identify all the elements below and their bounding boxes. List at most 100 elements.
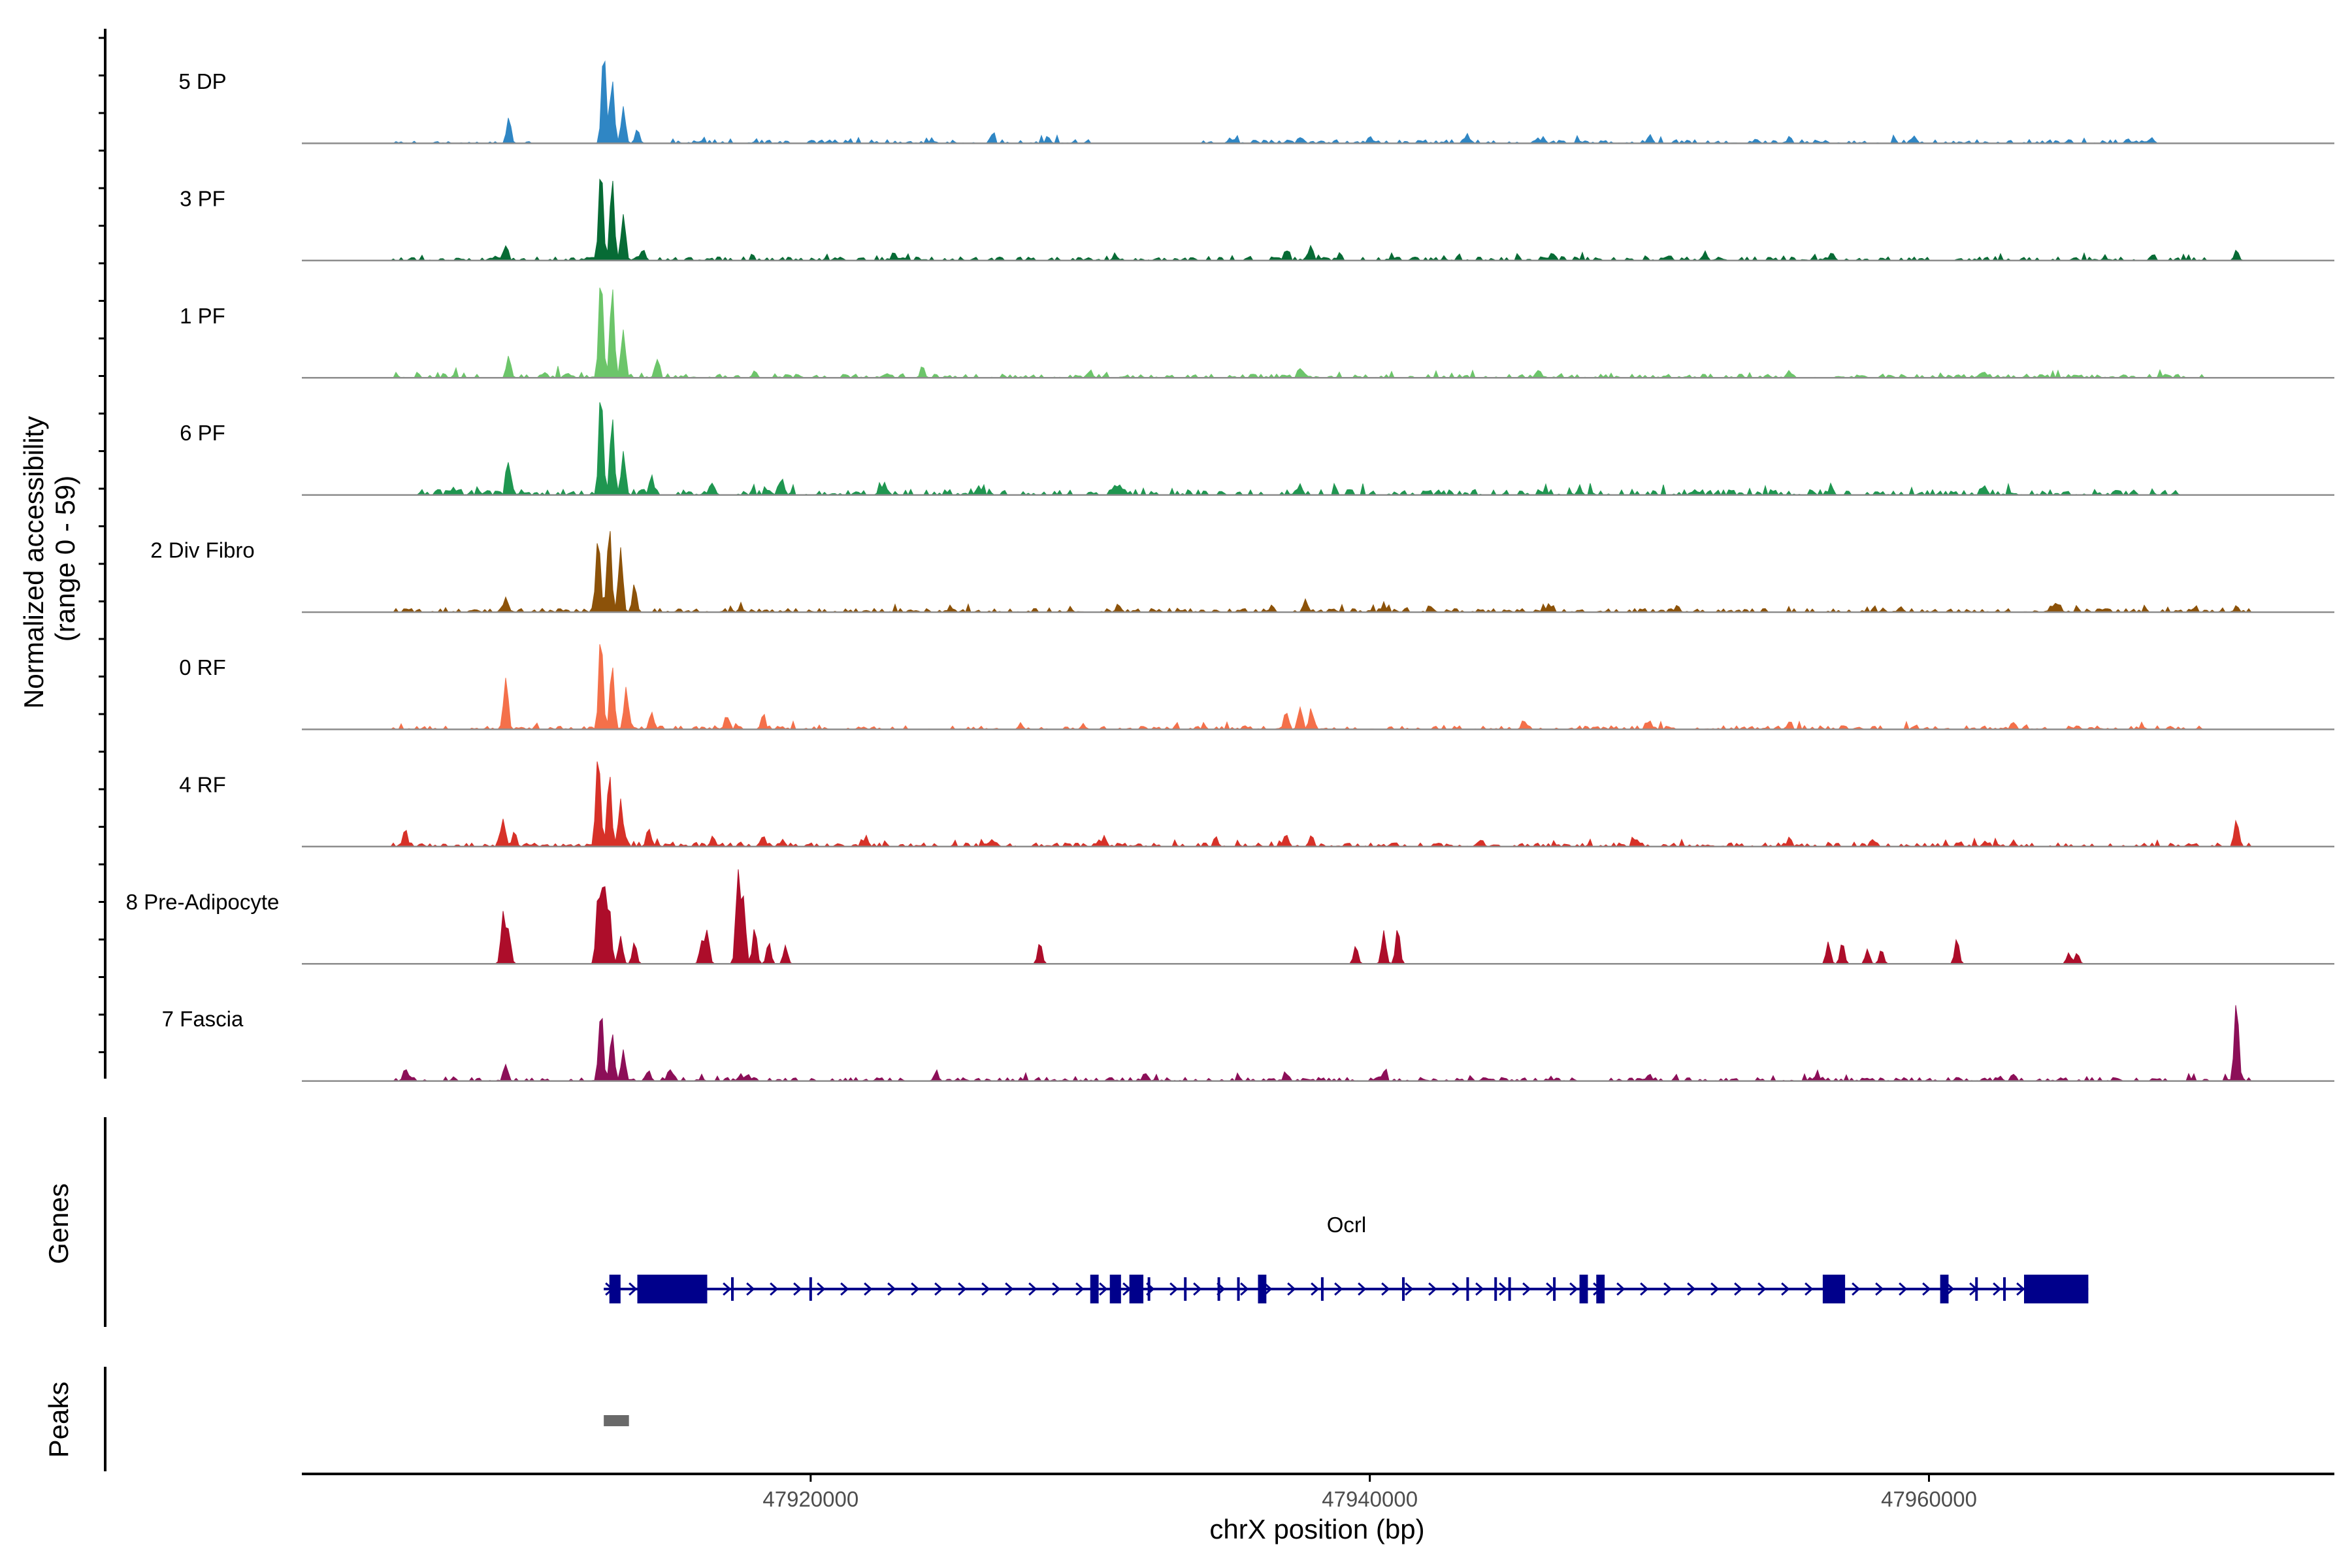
exon (1579, 1275, 1588, 1303)
coverage-area-8-pre-adipocyte (302, 869, 2332, 964)
x-tick-label-2: 47960000 (1881, 1487, 1977, 1511)
strand-arrow (746, 1282, 755, 1296)
strand-arrow (1381, 1282, 1390, 1296)
strand-arrow (1922, 1282, 1931, 1296)
strand-arrow (864, 1282, 873, 1296)
strand-arrow (1687, 1282, 1696, 1296)
track-label-7-fascia: 7 Fascia (162, 1007, 244, 1031)
gene-model (604, 1275, 2089, 1303)
strand-arrow (1193, 1282, 1202, 1296)
coverage-area-5-dp (302, 60, 2332, 144)
strand-arrow (1499, 1282, 1508, 1296)
coverage-y-ticks (99, 37, 105, 1053)
coverage-area-3-pf (302, 178, 2332, 261)
track-2-div-fibro: 2 Div Fibro (150, 531, 2334, 613)
coverage-area-4-rf (302, 761, 2332, 847)
strand-arrow (1287, 1282, 1296, 1296)
exon (1258, 1275, 1267, 1303)
track-6-pf: 6 PF (180, 402, 2334, 497)
exon (2024, 1275, 2089, 1303)
coverage-area-0-rf (302, 644, 2332, 730)
track-7-fascia: 7 Fascia (162, 1005, 2334, 1082)
x-axis-ticks: 47920000 47940000 47960000 (762, 1474, 1977, 1511)
strand-arrow (1358, 1282, 1367, 1296)
strand-arrow (1875, 1282, 1884, 1296)
strand-arrow (887, 1282, 896, 1296)
genes-track: Genes Ocrl (43, 1117, 2089, 1327)
strand-arrow (1475, 1282, 1484, 1296)
exon (1822, 1275, 1846, 1303)
track-label-5-dp: 5 DP (178, 69, 226, 93)
gene-name-label: Ocrl (1327, 1213, 1367, 1237)
x-tick-label-1: 47940000 (1322, 1487, 1418, 1511)
track-label-6-pf: 6 PF (180, 421, 225, 445)
strand-arrow (1993, 1282, 2002, 1296)
track-5-dp: 5 DP (178, 60, 2334, 144)
strand-arrow (1169, 1282, 1179, 1296)
strand-arrow (1311, 1282, 1320, 1296)
strand-arrow (1663, 1282, 1673, 1296)
strand-arrow (1734, 1282, 1743, 1296)
strand-arrow (934, 1282, 943, 1296)
track-8-pre-adipocyte: 8 Pre-Adipocyte (126, 869, 2334, 965)
exon (1090, 1275, 1099, 1303)
track-1-pf: 1 PF (180, 287, 2334, 379)
strand-arrow (840, 1282, 849, 1296)
exon (1940, 1275, 1949, 1303)
y-axis-title-line-1: Normalized accessibility (18, 416, 49, 709)
x-tick-label-0: 47920000 (762, 1487, 858, 1511)
coverage-area-1-pf (302, 287, 2332, 379)
strand-arrow (1569, 1282, 1578, 1296)
track-label-4-rf: 4 RF (179, 772, 226, 796)
track-3-pf: 3 PF (180, 178, 2334, 262)
strand-arrow (1522, 1282, 1531, 1296)
genes-track-title: Genes (43, 1183, 74, 1264)
strand-arrow (1640, 1282, 1649, 1296)
peak-region (604, 1415, 629, 1426)
coverage-area-2-div-fibro (302, 531, 2332, 613)
y-axis-title: Normalized accessibility (range 0 - 59) (18, 408, 80, 709)
strand-arrow (1452, 1282, 1461, 1296)
track-4-rf: 4 RF (179, 761, 2334, 848)
coverage-area-6-pf (302, 402, 2332, 497)
track-label-3-pf: 3 PF (180, 186, 225, 210)
strand-arrow (1005, 1282, 1014, 1296)
x-axis-title: chrX position (bp) (1209, 1514, 1424, 1544)
strand-arrow (1075, 1282, 1085, 1296)
strand-arrow (1240, 1282, 1249, 1296)
strand-arrow (1428, 1282, 1437, 1296)
strand-arrow (911, 1282, 920, 1296)
strand-arrow (1805, 1282, 1814, 1296)
strand-arrow (1710, 1282, 1720, 1296)
track-label-0-rf: 0 RF (179, 655, 226, 679)
x-axis: 47920000 47940000 47960000 chrX position (… (302, 1473, 2334, 1544)
track-label-2-div-fibro: 2 Div Fibro (150, 538, 255, 563)
strand-arrow (817, 1282, 826, 1296)
strand-arrow (1757, 1282, 1767, 1296)
strand-arrow (1405, 1282, 1414, 1296)
strand-arrow (629, 1282, 638, 1296)
strand-arrow (1946, 1282, 1955, 1296)
strand-arrow (1264, 1282, 1273, 1296)
strand-arrow (1052, 1282, 1061, 1296)
exon (1129, 1275, 1144, 1303)
strand-arrow (1099, 1282, 1108, 1296)
track-label-1-pf: 1 PF (180, 304, 225, 328)
strand-arrow (793, 1282, 802, 1296)
exon (1109, 1275, 1121, 1303)
strand-arrow (1028, 1282, 1037, 1296)
peaks-track-title: Peaks (43, 1382, 74, 1458)
strand-arrow (981, 1282, 990, 1296)
exon (637, 1275, 708, 1303)
track-label-8-pre-adipocyte: 8 Pre-Adipocyte (126, 890, 280, 914)
strand-arrow (2016, 1282, 2025, 1296)
track-0-rf: 0 RF (179, 644, 2334, 730)
strand-arrow (1852, 1282, 1861, 1296)
y-axis-title-line-2: (range 0 - 59) (50, 476, 80, 642)
strand-arrow (1781, 1282, 1790, 1296)
strand-arrow (770, 1282, 779, 1296)
exon (609, 1275, 621, 1303)
strand-arrow (1899, 1282, 1908, 1296)
strand-arrow (958, 1282, 967, 1296)
